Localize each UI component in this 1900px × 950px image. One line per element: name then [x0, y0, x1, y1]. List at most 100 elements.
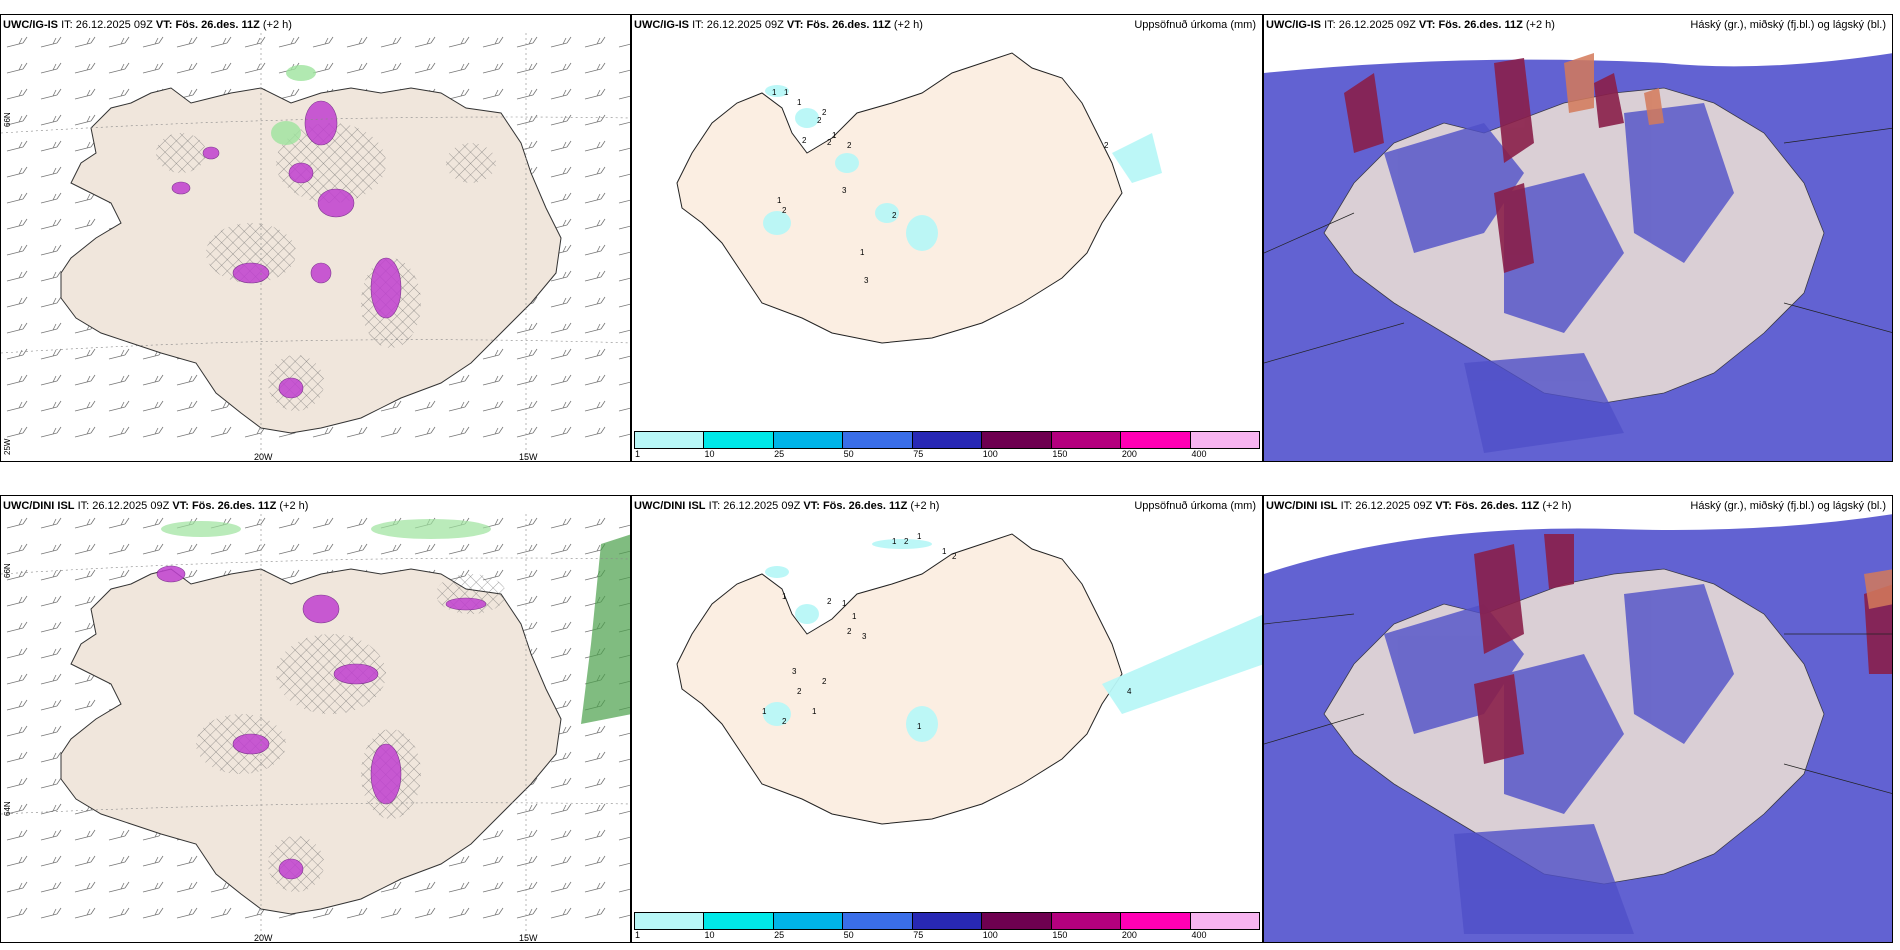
wind-barb [482, 348, 504, 360]
wind-barb [618, 374, 630, 386]
wind-barb [40, 88, 62, 100]
wind-barb [6, 166, 28, 178]
wind-barb [6, 270, 28, 282]
panel-wind-top: UWC/IG-IS IT: 26.12.2025 09Z VT: Fös. 26… [0, 14, 631, 462]
wind-barb [40, 855, 62, 867]
wind-barb [6, 348, 28, 360]
wind-barb [550, 166, 572, 178]
wind-barb [6, 777, 28, 789]
lon-label-20w: 20W [254, 452, 273, 462]
wind-barb [584, 296, 606, 308]
legend-tick: 50 [843, 449, 854, 459]
wind-barb [550, 855, 572, 867]
wind-barb [142, 907, 164, 919]
precip-label: 1 [852, 612, 857, 621]
wind-barb [584, 803, 606, 815]
wind-barb [108, 517, 130, 529]
legend-ticks: 1 10 25 50 75 100 150 200 400 [634, 930, 1260, 942]
precip-label: 2 [827, 597, 832, 606]
wind-barb [414, 62, 436, 74]
wind-barb [618, 881, 630, 893]
wind-barb [584, 36, 606, 48]
panel-wind-bottom: UWC/DINI ISL IT: 26.12.2025 09Z VT: Fös.… [0, 495, 631, 943]
wind-barb [74, 881, 96, 893]
wind-barb [618, 296, 630, 308]
wind-barb [6, 907, 28, 919]
wind-barb [176, 62, 198, 74]
wind-barb [618, 114, 630, 126]
wind-barb [40, 751, 62, 763]
panel-clouds-bottom: UWC/DINI ISL IT: 26.12.2025 09Z VT: Fös.… [1263, 495, 1893, 943]
wind-barb [584, 907, 606, 919]
cloud-map [1264, 514, 1892, 942]
wind-barb [74, 426, 96, 438]
wind-barb [448, 426, 470, 438]
wind-barb [108, 88, 130, 100]
lon-label-15w: 15W [519, 933, 538, 943]
wind-barb [516, 348, 538, 360]
wind-barb [40, 374, 62, 386]
wind-barb [618, 803, 630, 815]
wind-barb [108, 36, 130, 48]
wind-barb [550, 803, 572, 815]
iceland-landmass [60, 87, 562, 434]
wind-barb [550, 517, 572, 529]
wind-barb [584, 855, 606, 867]
wind-barb [74, 348, 96, 360]
wind-barb [108, 829, 130, 841]
wind-barb [40, 699, 62, 711]
wind-barb [312, 517, 334, 529]
precip-patches [763, 539, 1262, 742]
wind-barb [550, 673, 572, 685]
wind-barb [40, 881, 62, 893]
wind-barb [516, 855, 538, 867]
wind-barb [74, 673, 96, 685]
wind-barb [40, 192, 62, 204]
wind-barb [6, 595, 28, 607]
lon-label-15w: 15W [519, 452, 538, 462]
wind-barb [210, 907, 232, 919]
panel-title: Uppsöfnuð úrkoma (mm) [1134, 19, 1256, 31]
wind-barb [550, 907, 572, 919]
wind-barb [618, 166, 630, 178]
wind-barb [448, 374, 470, 386]
wind-barb [6, 140, 28, 152]
panel-title: Háský (gr.), miðský (fj.bl.) og lágský (… [1690, 500, 1886, 512]
wind-barb [346, 907, 368, 919]
wind-barb [40, 673, 62, 685]
wind-barb [6, 218, 28, 230]
panel-precip-bottom: UWC/DINI ISL IT: 26.12.2025 09Z VT: Fös.… [631, 495, 1263, 943]
wind-barb [6, 699, 28, 711]
wind-barb [414, 543, 436, 555]
wind-barb [74, 400, 96, 412]
wind-barb [142, 36, 164, 48]
legend-tick: 25 [774, 930, 785, 940]
wind-barb [448, 907, 470, 919]
wind-barb [74, 907, 96, 919]
wind-barb [618, 218, 630, 230]
wind-barb [6, 647, 28, 659]
wind-barb [516, 322, 538, 334]
wind-barb [584, 140, 606, 152]
wind-barb [176, 426, 198, 438]
precip-label: 1 [812, 707, 817, 716]
wind-barb [278, 88, 300, 100]
panel-header: UWC/DINI ISL IT: 26.12.2025 09Z VT: Fös.… [3, 500, 309, 512]
wind-barb [108, 543, 130, 555]
mid-cloud [1384, 103, 1734, 453]
wind-barb [312, 62, 334, 74]
legend-tick: 150 [1052, 930, 1068, 940]
panel-header: UWC/IG-IS IT: 26.12.2025 09Z VT: Fös. 26… [3, 19, 292, 31]
wind-barb [584, 426, 606, 438]
wind-barb [40, 517, 62, 529]
wind-barb [516, 374, 538, 386]
wind-barb [516, 907, 538, 919]
wind-barb [448, 855, 470, 867]
wind-barb [550, 36, 572, 48]
wind-barb [414, 881, 436, 893]
wind-barb [550, 348, 572, 360]
wind-barb [6, 192, 28, 204]
wind-barb [142, 881, 164, 893]
wind-barb [550, 322, 572, 334]
color-legend [634, 431, 1260, 449]
